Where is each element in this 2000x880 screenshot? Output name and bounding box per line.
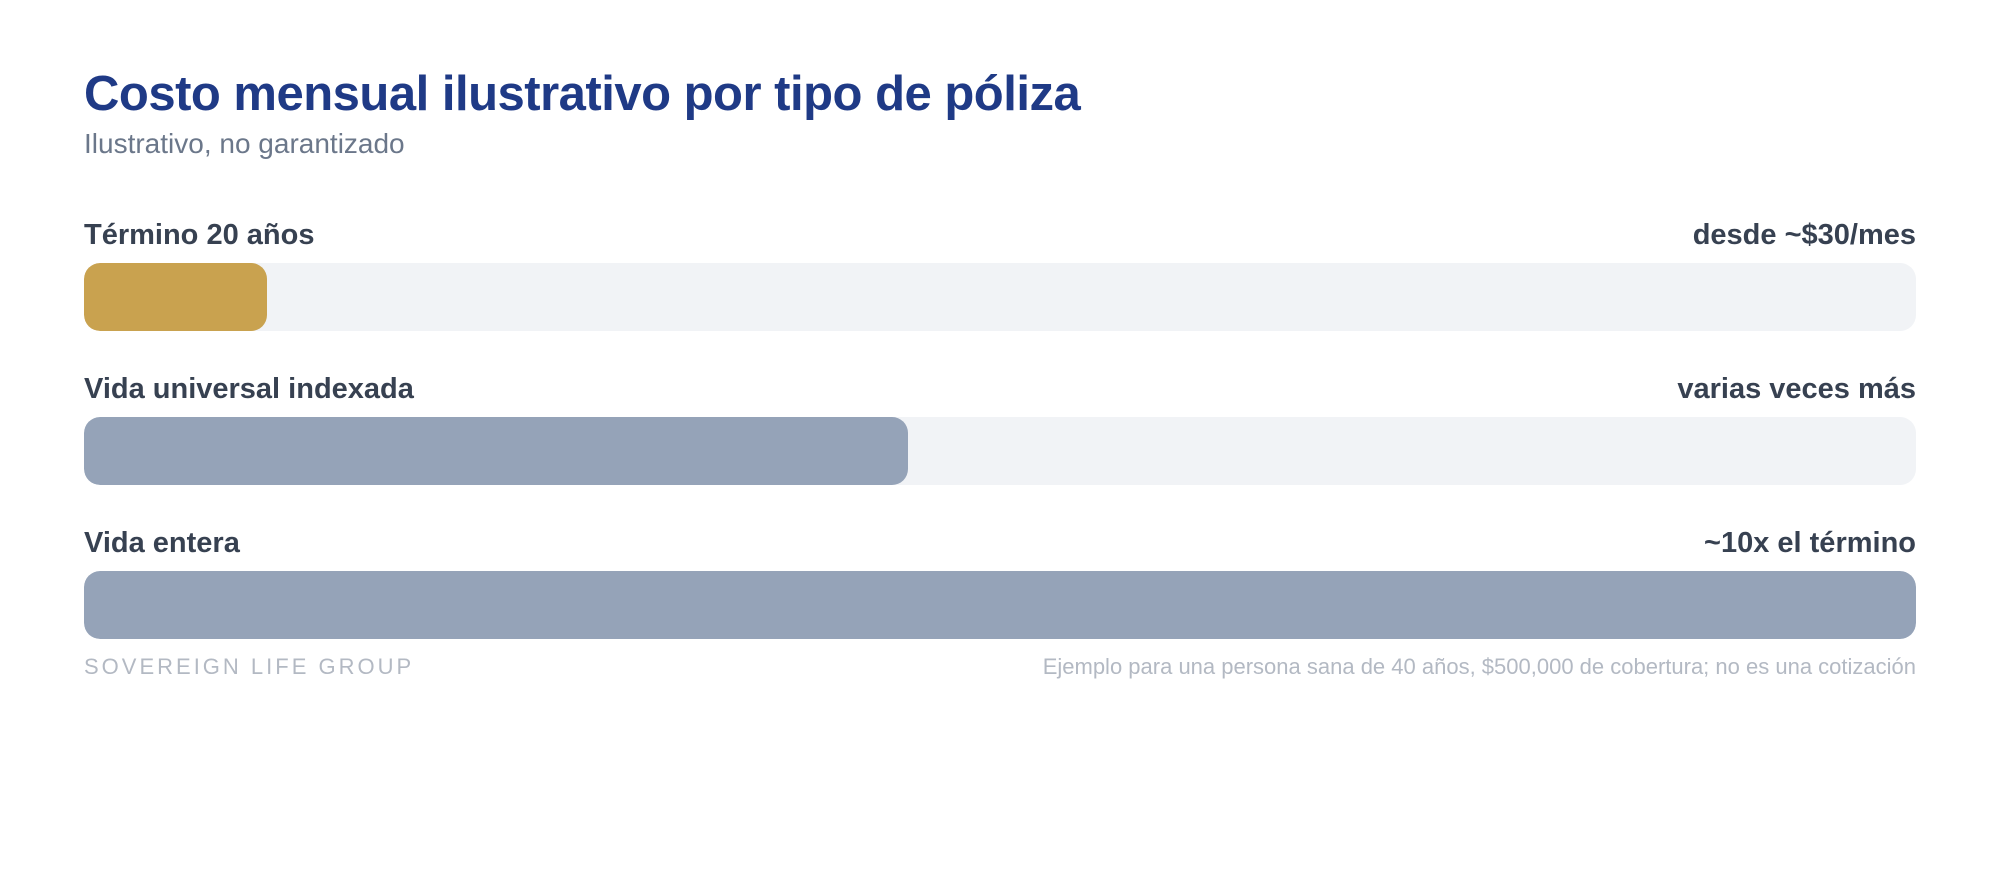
category-label: Vida entera	[84, 527, 240, 559]
footnote: Ejemplo para una persona sana de 40 años…	[1042, 654, 1916, 679]
value-label: ~10x el término	[1704, 527, 1916, 559]
chart-subtitle: Ilustrativo, no garantizado	[84, 128, 405, 159]
chart-title: Costo mensual ilustrativo por tipo de pó…	[84, 67, 1081, 121]
bar-rows: Término 20 años desde ~$30/mes Vida univ…	[84, 217, 1916, 679]
category-label: Término 20 años	[84, 219, 315, 251]
bar-fill	[84, 263, 268, 331]
bar-fill	[84, 571, 1916, 639]
chart-card: Costo mensual ilustrativo por tipo de pó…	[84, 62, 1916, 679]
brand-label: SOVEREIGN LIFE GROUP	[84, 654, 415, 679]
category-label: Vida universal indexada	[84, 373, 414, 405]
bar-track	[84, 417, 1916, 485]
bar-track	[84, 571, 1916, 639]
bar-row-term: Término 20 años desde ~$30/mes	[84, 217, 1916, 371]
bar-fill	[84, 417, 909, 485]
chart-footer: SOVEREIGN LIFE GROUP Ejemplo para una pe…	[84, 654, 1916, 680]
value-label: desde ~$30/mes	[1692, 219, 1916, 251]
bar-row-whole-life: Vida entera ~10x el término	[84, 525, 1916, 679]
bar-track	[84, 263, 1916, 331]
value-label: varias veces más	[1677, 373, 1916, 405]
bar-row-iul: Vida universal indexada varias veces más	[84, 371, 1916, 525]
